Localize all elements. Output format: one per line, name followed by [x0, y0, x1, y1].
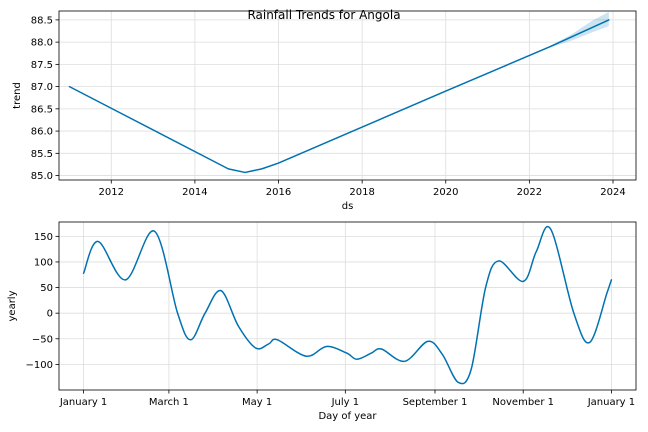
x-tick-label: 2020	[433, 187, 458, 198]
x-axis-label: ds	[342, 201, 354, 212]
y-tick-label: 100	[34, 257, 53, 268]
chart-title: Rainfall Trends for Angola	[247, 8, 400, 22]
x-tick-label: 2022	[517, 187, 542, 198]
y-tick-label: −50	[32, 334, 53, 345]
y-tick-label: 88.5	[31, 15, 53, 26]
y-tick-label: 85.0	[31, 171, 53, 182]
y-tick-label: 88.0	[31, 38, 53, 49]
y-tick-label: 150	[34, 232, 53, 243]
y-tick-label: 0	[47, 309, 53, 320]
yearly-panel: January 1 March 1 May 1 July 1 September 1 No…	[7, 221, 637, 422]
y-axis-label: trend	[12, 82, 23, 109]
x-tick-label: May 1	[242, 397, 272, 408]
trend-panel: 2012 2014 2016 2018 2020 2022 2024 85.0 85.5 86.0…	[12, 10, 637, 212]
x-tick-label: 2024	[600, 187, 625, 198]
x-tick-label: November 1	[492, 397, 554, 408]
axes-frame	[58, 221, 637, 391]
x-tick-label: March 1	[149, 397, 189, 408]
y-tick-label: 86.5	[31, 104, 53, 115]
x-tick-label: January 1	[59, 397, 107, 408]
y-tick-label: 50	[40, 283, 53, 294]
x-tick-label: 2012	[99, 187, 124, 198]
x-tick-label: 2016	[266, 187, 291, 198]
y-tick-label: 85.5	[31, 149, 53, 160]
axes-frame	[58, 10, 637, 181]
y-tick-label: 87.0	[31, 82, 53, 93]
x-tick-label: 2018	[349, 187, 374, 198]
y-axis-label: yearly	[7, 290, 18, 321]
y-tick-label: −100	[26, 360, 53, 371]
y-tick-label: 87.5	[31, 60, 53, 71]
x-tick-label: 2014	[182, 187, 207, 198]
x-tick-label: January 1	[587, 397, 635, 408]
x-axis-label: Day of year	[318, 411, 377, 422]
x-tick-label: September 1	[403, 397, 468, 408]
series-line	[68, 19, 610, 174]
y-tick-label: 86.0	[31, 127, 53, 138]
uncertainty-band	[550, 11, 609, 48]
series-line	[82, 226, 613, 385]
x-tick-label: July 1	[331, 397, 360, 408]
